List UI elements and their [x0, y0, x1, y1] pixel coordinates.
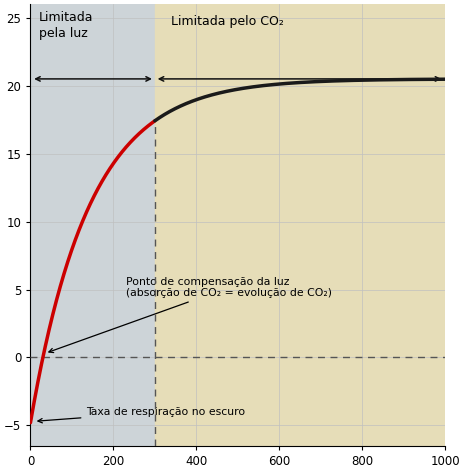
Text: Limitada
pela luz: Limitada pela luz [38, 11, 93, 40]
Text: Ponto de compensação da luz
(absorção de CO₂ = evolução de CO₂): Ponto de compensação da luz (absorção de… [49, 277, 331, 353]
Text: Taxa de respiração no escuro: Taxa de respiração no escuro [38, 406, 245, 423]
Text: Limitada pelo CO₂: Limitada pelo CO₂ [171, 15, 284, 28]
Bar [155, 4, 444, 446]
Bar [31, 4, 155, 446]
